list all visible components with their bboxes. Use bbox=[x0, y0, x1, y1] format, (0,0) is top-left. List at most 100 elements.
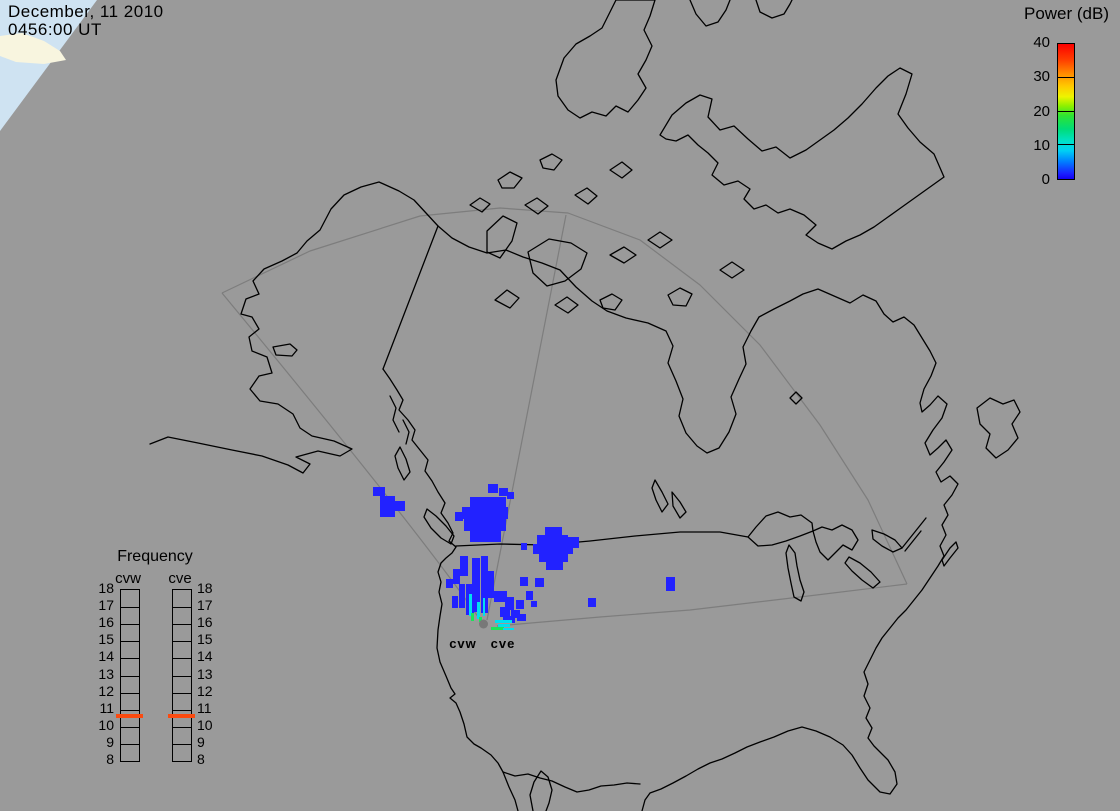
freq-tickline bbox=[173, 692, 191, 694]
freq-tickline bbox=[173, 624, 191, 626]
fov-left-edge bbox=[221, 292, 484, 625]
freq-tickline bbox=[121, 607, 139, 609]
echo-cell bbox=[535, 578, 544, 587]
colorbar-tick-label: 30 bbox=[1033, 68, 1050, 86]
echo-cell bbox=[459, 584, 465, 608]
alaska-border bbox=[382, 225, 439, 370]
echo-cell bbox=[380, 496, 395, 517]
echo-cell bbox=[479, 617, 482, 622]
freq-scale-label-cvw: 18 bbox=[98, 580, 114, 596]
freq-marker-cve bbox=[168, 713, 195, 718]
freq-scale-label-cvw: 12 bbox=[98, 682, 114, 699]
fov-outer-arc bbox=[221, 207, 908, 585]
freq-tickline bbox=[173, 607, 191, 609]
freq-scale-label-cvw: 10 bbox=[98, 716, 114, 733]
echo-cell bbox=[494, 591, 507, 602]
date-text: December, 11 2010 bbox=[8, 2, 164, 21]
freq-scale-label-cve: 17 bbox=[197, 597, 213, 614]
echo-cell bbox=[452, 596, 458, 608]
echo-cell bbox=[488, 484, 498, 493]
echo-cell bbox=[545, 527, 562, 536]
freq-scale-label-cve: 13 bbox=[197, 665, 213, 682]
freq-tickline bbox=[121, 624, 139, 626]
freq-tickline bbox=[121, 692, 139, 694]
radar-site-dot bbox=[479, 619, 488, 629]
timestamp-block: December, 11 2010 0456:00 UT bbox=[8, 3, 164, 39]
echo-cell bbox=[495, 620, 512, 623]
freq-column-label-cve: cve bbox=[168, 570, 192, 587]
echo-cell bbox=[453, 569, 460, 584]
freq-column-label-cvw: cvw bbox=[115, 570, 141, 587]
freq-scale-label-cvw: 8 bbox=[106, 751, 114, 767]
echo-cell bbox=[491, 627, 504, 630]
freq-bar-cvw bbox=[120, 589, 140, 762]
radar-label-cve: cve bbox=[490, 636, 516, 651]
echo-cell bbox=[517, 614, 526, 621]
time-text: 0456:00 UT bbox=[8, 20, 102, 39]
echo-cell bbox=[481, 556, 488, 613]
echo-cell bbox=[511, 610, 520, 618]
echo-cell bbox=[521, 543, 527, 550]
echo-cell bbox=[395, 501, 405, 511]
colorbar-tick-label: 20 bbox=[1033, 102, 1050, 120]
freq-scale-label-cve: 11 bbox=[197, 699, 212, 716]
freq-scale-label-cvw: 15 bbox=[98, 631, 114, 648]
echo-cell bbox=[503, 616, 515, 623]
freq-scale-label-cvw: 11 bbox=[99, 699, 114, 716]
colorbar-divider bbox=[1058, 110, 1074, 112]
echo-cell bbox=[666, 577, 675, 591]
echo-cell bbox=[588, 598, 596, 607]
echo-cell bbox=[469, 594, 472, 616]
echo-cell bbox=[503, 628, 514, 630]
map-corner-decoration bbox=[0, 0, 97, 131]
colorbar-tick-label: 0 bbox=[1041, 171, 1050, 188]
coastline bbox=[149, 0, 1021, 811]
freq-tickline bbox=[173, 726, 191, 728]
echo-cell bbox=[488, 571, 494, 598]
echo-cell bbox=[499, 488, 508, 496]
echo-cell bbox=[537, 535, 568, 545]
echo-cell bbox=[373, 487, 385, 496]
freq-tickline bbox=[173, 641, 191, 643]
freq-scale-label-cvw: 14 bbox=[98, 648, 114, 665]
freq-scale-label-cve: 14 bbox=[197, 648, 213, 665]
echo-cell bbox=[533, 544, 573, 554]
echo-cell bbox=[472, 558, 480, 612]
freq-tickline bbox=[121, 743, 139, 745]
freq-scale-label-cve: 15 bbox=[197, 631, 213, 648]
freq-tickline bbox=[121, 709, 139, 711]
echo-cell bbox=[460, 556, 468, 576]
echo-cell bbox=[455, 512, 463, 521]
freq-scale-label-cvw: 17 bbox=[98, 597, 114, 614]
freq-bar-cve bbox=[172, 589, 192, 762]
fov-divider bbox=[486, 214, 567, 621]
freq-tickline bbox=[121, 726, 139, 728]
echo-cell bbox=[483, 598, 485, 616]
echo-cell bbox=[505, 597, 514, 610]
echo-cell bbox=[470, 497, 506, 508]
freq-marker-cvw bbox=[116, 713, 143, 718]
echo-cell bbox=[477, 602, 480, 619]
freq-tickline bbox=[173, 709, 191, 711]
freq-scale-label-cve: 8 bbox=[197, 751, 205, 767]
echo-cell bbox=[464, 519, 506, 531]
freq-tickline bbox=[173, 675, 191, 677]
colorbar-tick-label: 10 bbox=[1033, 136, 1050, 154]
echo-cell bbox=[471, 613, 474, 621]
echo-cell bbox=[546, 561, 563, 570]
freq-scale-label-cve: 16 bbox=[197, 614, 213, 631]
colorbar-divider bbox=[1058, 76, 1074, 78]
freq-tickline bbox=[121, 658, 139, 660]
freq-scale-label-cve: 12 bbox=[197, 682, 213, 699]
radar-echoes bbox=[373, 484, 675, 630]
echo-cell bbox=[507, 492, 514, 499]
fov-lower-edge bbox=[496, 583, 908, 627]
echo-cell bbox=[470, 531, 501, 542]
echo-cell bbox=[446, 579, 453, 588]
freq-tickline bbox=[173, 743, 191, 745]
radar-fov-outline bbox=[221, 207, 908, 627]
colorbar-title: Power (dB) bbox=[1023, 4, 1110, 23]
freq-scale-label-cvw: 13 bbox=[98, 665, 114, 682]
